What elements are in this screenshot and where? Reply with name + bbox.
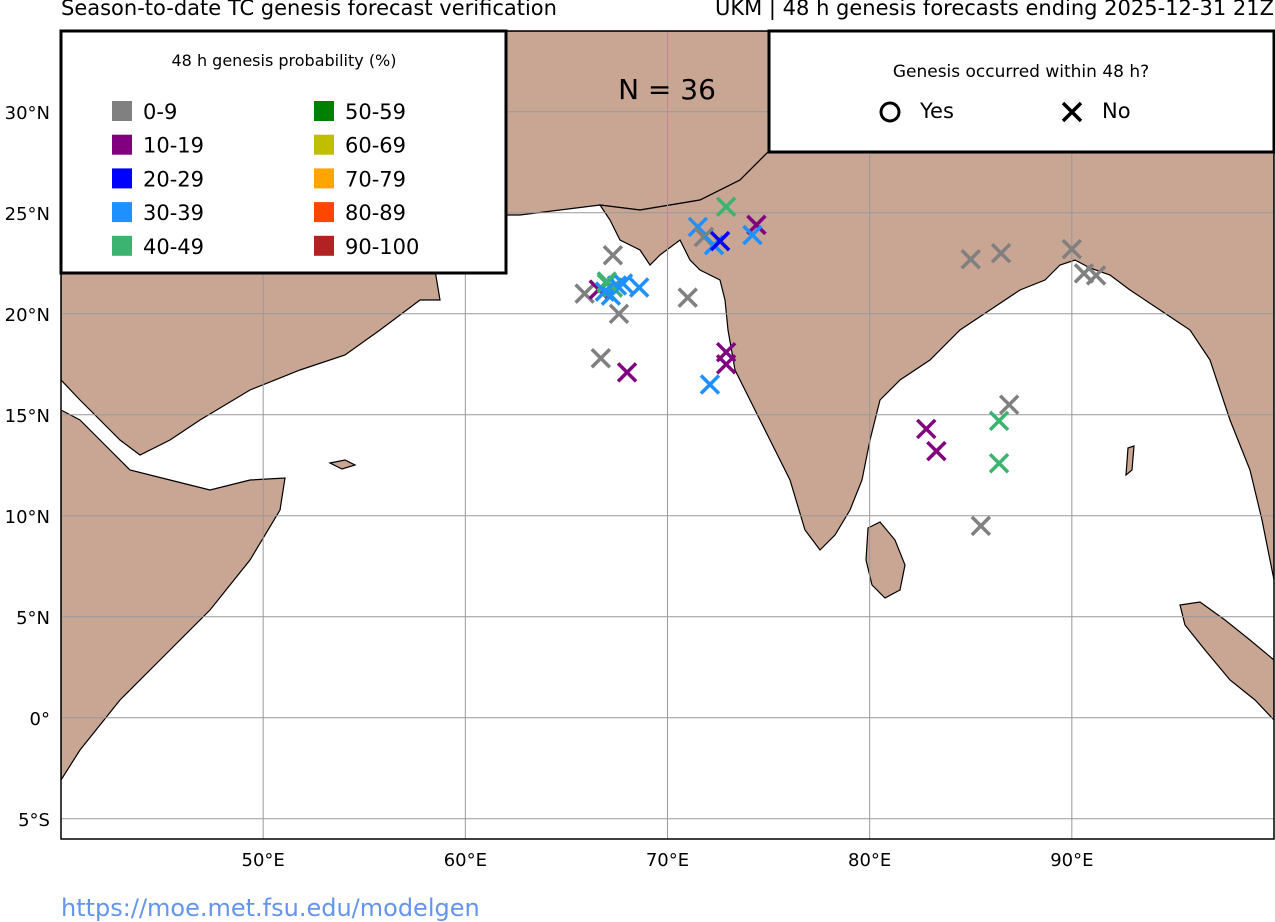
lon-tick-label: 70°E: [646, 850, 689, 871]
lon-tick-label: 50°E: [242, 850, 285, 871]
forecast-point-no: [988, 410, 1010, 432]
lat-tick-label: 5°S: [18, 810, 50, 831]
forecast-point-no: [1061, 238, 1083, 260]
forecast-point-no: [742, 224, 763, 246]
lon-tick-label: 90°E: [1050, 850, 1093, 871]
land-andaman: [1125, 445, 1135, 477]
probability-legend-items: 0-9 10-19 20-29 30-39 40-49 50-59 60-69 70-79 80…: [112, 100, 419, 259]
legend-swatch: [314, 134, 334, 155]
legend-swatch: [314, 101, 334, 121]
forecast-points: [574, 196, 1107, 537]
lat-tick-label: 5°N: [16, 608, 50, 629]
forecast-point-no: [990, 242, 1012, 264]
footer-url-link[interactable]: https://moe.met.fsu.edu/modelgen: [61, 894, 480, 922]
legend-bin-label: 10-19: [143, 134, 204, 158]
forecast-point-no: [709, 230, 731, 252]
legend-swatch: [314, 235, 334, 256]
probability-legend: 48 h genesis probability (%) 0-9 10-19 20-…: [59, 29, 508, 275]
outcome-legend-box: [767, 29, 1275, 154]
lat-tick-label: 10°N: [5, 507, 50, 528]
forecast-point-no: [970, 515, 992, 537]
legend-bin-label: 70-79: [345, 167, 406, 191]
forecast-point-no: [960, 249, 981, 270]
forecast-point-no: [574, 283, 595, 304]
yes-circle-icon: [879, 101, 901, 123]
lon-tick-label: 80°E: [848, 850, 891, 871]
legend-swatch: [112, 202, 132, 223]
legend-bin-label: 80-89: [345, 201, 406, 225]
forecast-point-no: [926, 440, 947, 462]
forecast-point-no: [612, 273, 634, 294]
title-left: Season-to-date TC genesis forecast verif…: [61, 0, 557, 20]
legend-bin-label: 0-9: [143, 100, 177, 124]
land-sri-lanka: [865, 521, 906, 599]
land-sumatra: [1179, 601, 1274, 721]
land-africa: [61, 409, 286, 782]
forecast-point-no: [608, 303, 630, 325]
forecast-point-no: [998, 394, 1020, 415]
probability-legend-box: [59, 29, 508, 275]
legend-swatch: [314, 168, 334, 189]
forecast-point-no: [677, 287, 698, 308]
lat-tick-label: 15°N: [5, 406, 50, 427]
outcome-yes-label: Yes: [919, 99, 954, 123]
title-right: UKM | 48 h genesis forecasts ending 2025…: [714, 0, 1274, 20]
outcome-legend: Genesis occurred within 48 h? Yes No: [767, 29, 1275, 154]
legend-bin-label: 50-59: [345, 100, 406, 124]
legend-bin-label: 30-39: [143, 201, 204, 225]
no-cross-icon: [1061, 101, 1083, 123]
legend-bin-label: 90-100: [345, 235, 419, 259]
axis-labels: 30°N 25°N 20°N 15°N 10°N 5°N 0° 5°S 50°E 60°E 70°E…: [5, 103, 1094, 871]
lat-tick-label: 0°: [30, 709, 50, 730]
forecast-point-no: [988, 453, 1010, 474]
count-label: N = 36: [618, 73, 716, 106]
lat-tick-label: 20°N: [5, 305, 50, 326]
legend-swatch: [112, 101, 132, 121]
outcome-no-label: No: [1102, 99, 1131, 123]
forecast-point-no: [602, 244, 624, 266]
probability-legend-title: 48 h genesis probability (%): [172, 51, 397, 70]
plot-frame: [60, 30, 1275, 840]
forecast-point-no: [715, 196, 737, 217]
legend-bin-label: 20-29: [143, 167, 204, 191]
forecast-point-no: [687, 216, 709, 238]
forecast-point-no: [1085, 265, 1107, 286]
forecast-point-no: [916, 418, 937, 440]
land-india: [598, 31, 1274, 581]
lat-tick-label: 25°N: [5, 204, 50, 225]
lat-tick-label: 30°N: [5, 103, 50, 124]
forecast-point-no: [699, 374, 721, 395]
forecast-point-no: [715, 354, 737, 375]
forecast-point-no: [616, 362, 638, 383]
land-socotra: [328, 459, 357, 470]
legend-swatch: [112, 134, 132, 155]
forecast-point-no: [594, 281, 616, 302]
forecast-point-no: [628, 277, 650, 298]
legend-bin-label: 40-49: [143, 235, 204, 259]
legend-swatch: [112, 235, 132, 256]
outcome-legend-title: Genesis occurred within 48 h?: [893, 62, 1149, 82]
lon-tick-label: 60°E: [444, 850, 487, 871]
legend-swatch: [112, 168, 132, 189]
forecast-point-no: [590, 348, 612, 369]
legend-bin-label: 60-69: [345, 134, 406, 158]
legend-swatch: [314, 202, 334, 223]
